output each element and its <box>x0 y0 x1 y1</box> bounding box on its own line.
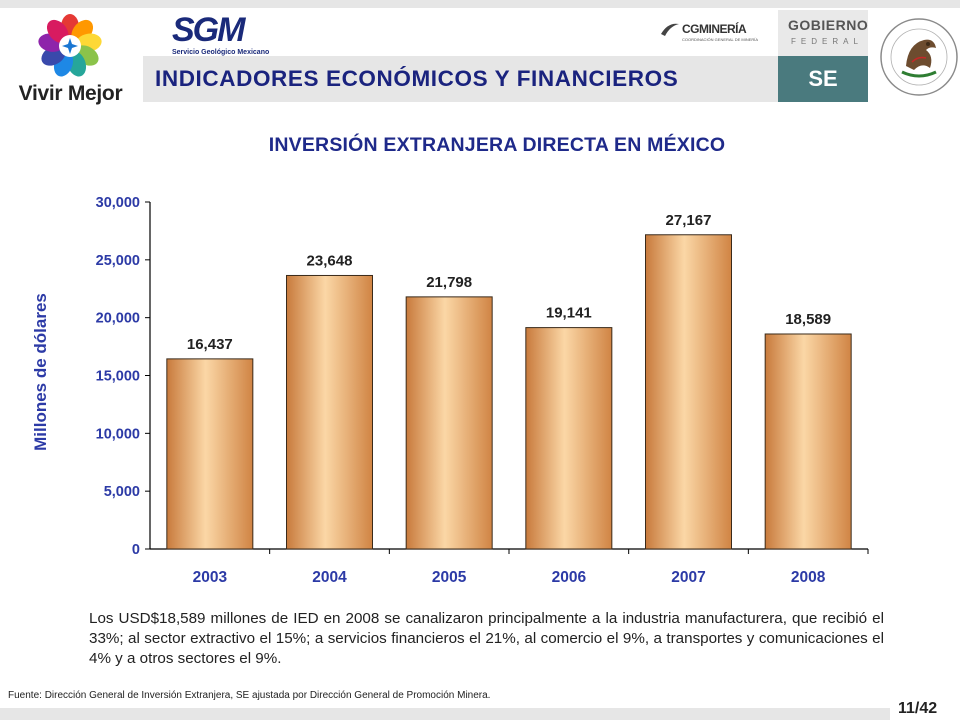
vivir-mejor-text: Vivir Mejor <box>18 82 123 105</box>
data-label: 16,437 <box>187 336 233 353</box>
bar-2003 <box>166 358 254 550</box>
cgmineria-text: CGMINERÍA <box>682 22 747 36</box>
page-number: 11/42 <box>898 700 938 717</box>
data-label: 21,798 <box>426 274 472 291</box>
x-tick-label: 2003 <box>193 569 228 586</box>
y-tick-label: 0 <box>132 542 140 558</box>
mexican-seal-icon <box>880 18 958 96</box>
description-text: Los USD$18,589 millones de IED en 2008 s… <box>89 610 884 667</box>
gobierno-federal-box: GOBIERNO FEDERAL <box>778 10 868 56</box>
se-box: SE <box>778 56 868 102</box>
data-label: 18,589 <box>785 311 831 328</box>
plot-area: 0 5,000 10,000 15,000 20,000 25,000 30,000 16,4… <box>96 195 869 586</box>
sgm-logo: SGM Servicio Geológico Mexicano <box>172 12 272 58</box>
bar-2007 <box>645 234 732 550</box>
source-note: Fuente: Dirección General de Inversión E… <box>8 690 491 701</box>
x-tick-label: 2008 <box>791 569 826 586</box>
y-tick-label: 25,000 <box>96 253 140 269</box>
y-tick-label: 20,000 <box>96 311 140 327</box>
header-band <box>143 56 778 102</box>
bar-2004 <box>286 274 373 550</box>
y-axis-label: Millones de dólares <box>31 293 50 451</box>
vivir-mejor-logo: Vivir Mejor <box>8 14 133 105</box>
y-tick-label: 10,000 <box>96 426 140 442</box>
federal-text: FEDERAL <box>791 37 863 46</box>
flower-icon <box>38 14 102 77</box>
bar-2008 <box>764 333 852 550</box>
y-tick-label: 30,000 <box>96 195 140 211</box>
data-label: 27,167 <box>666 212 712 229</box>
sgm-subtitle: Servicio Geológico Mexicano <box>172 49 270 56</box>
x-tick-label: 2004 <box>312 569 347 586</box>
bar-2006 <box>525 327 613 550</box>
bar-chart: Millones de dólares 0 5,000 10,000 15,000 20… <box>31 195 869 586</box>
x-tick-label: 2006 <box>552 569 587 586</box>
data-label: 19,141 <box>546 305 592 322</box>
page-title: INDICADORES ECONÓMICOS Y FINANCIEROS <box>155 66 679 91</box>
se-text: SE <box>808 66 838 91</box>
top-strip <box>0 0 960 8</box>
swoosh-icon <box>661 23 679 36</box>
x-tick-label: 2007 <box>671 569 705 586</box>
bar-2005 <box>405 296 493 550</box>
bottom-strip <box>0 708 890 720</box>
y-tick-label: 15,000 <box>96 369 140 385</box>
cgmineria-logo: CGMINERÍA COORDINACIÓN GENERAL DE MINERÍ… <box>660 18 770 46</box>
data-label: 23,648 <box>307 252 353 269</box>
y-tick-label: 5,000 <box>104 484 140 500</box>
sgm-letters: SGM <box>172 11 245 49</box>
x-tick-label: 2005 <box>432 569 467 586</box>
cgmineria-subtitle: COORDINACIÓN GENERAL DE MINERÍA <box>682 37 759 42</box>
chart-title: INVERSIÓN EXTRANJERA DIRECTA EN MÉXICO <box>268 134 726 156</box>
gobierno-text: GOBIERNO <box>788 17 869 33</box>
